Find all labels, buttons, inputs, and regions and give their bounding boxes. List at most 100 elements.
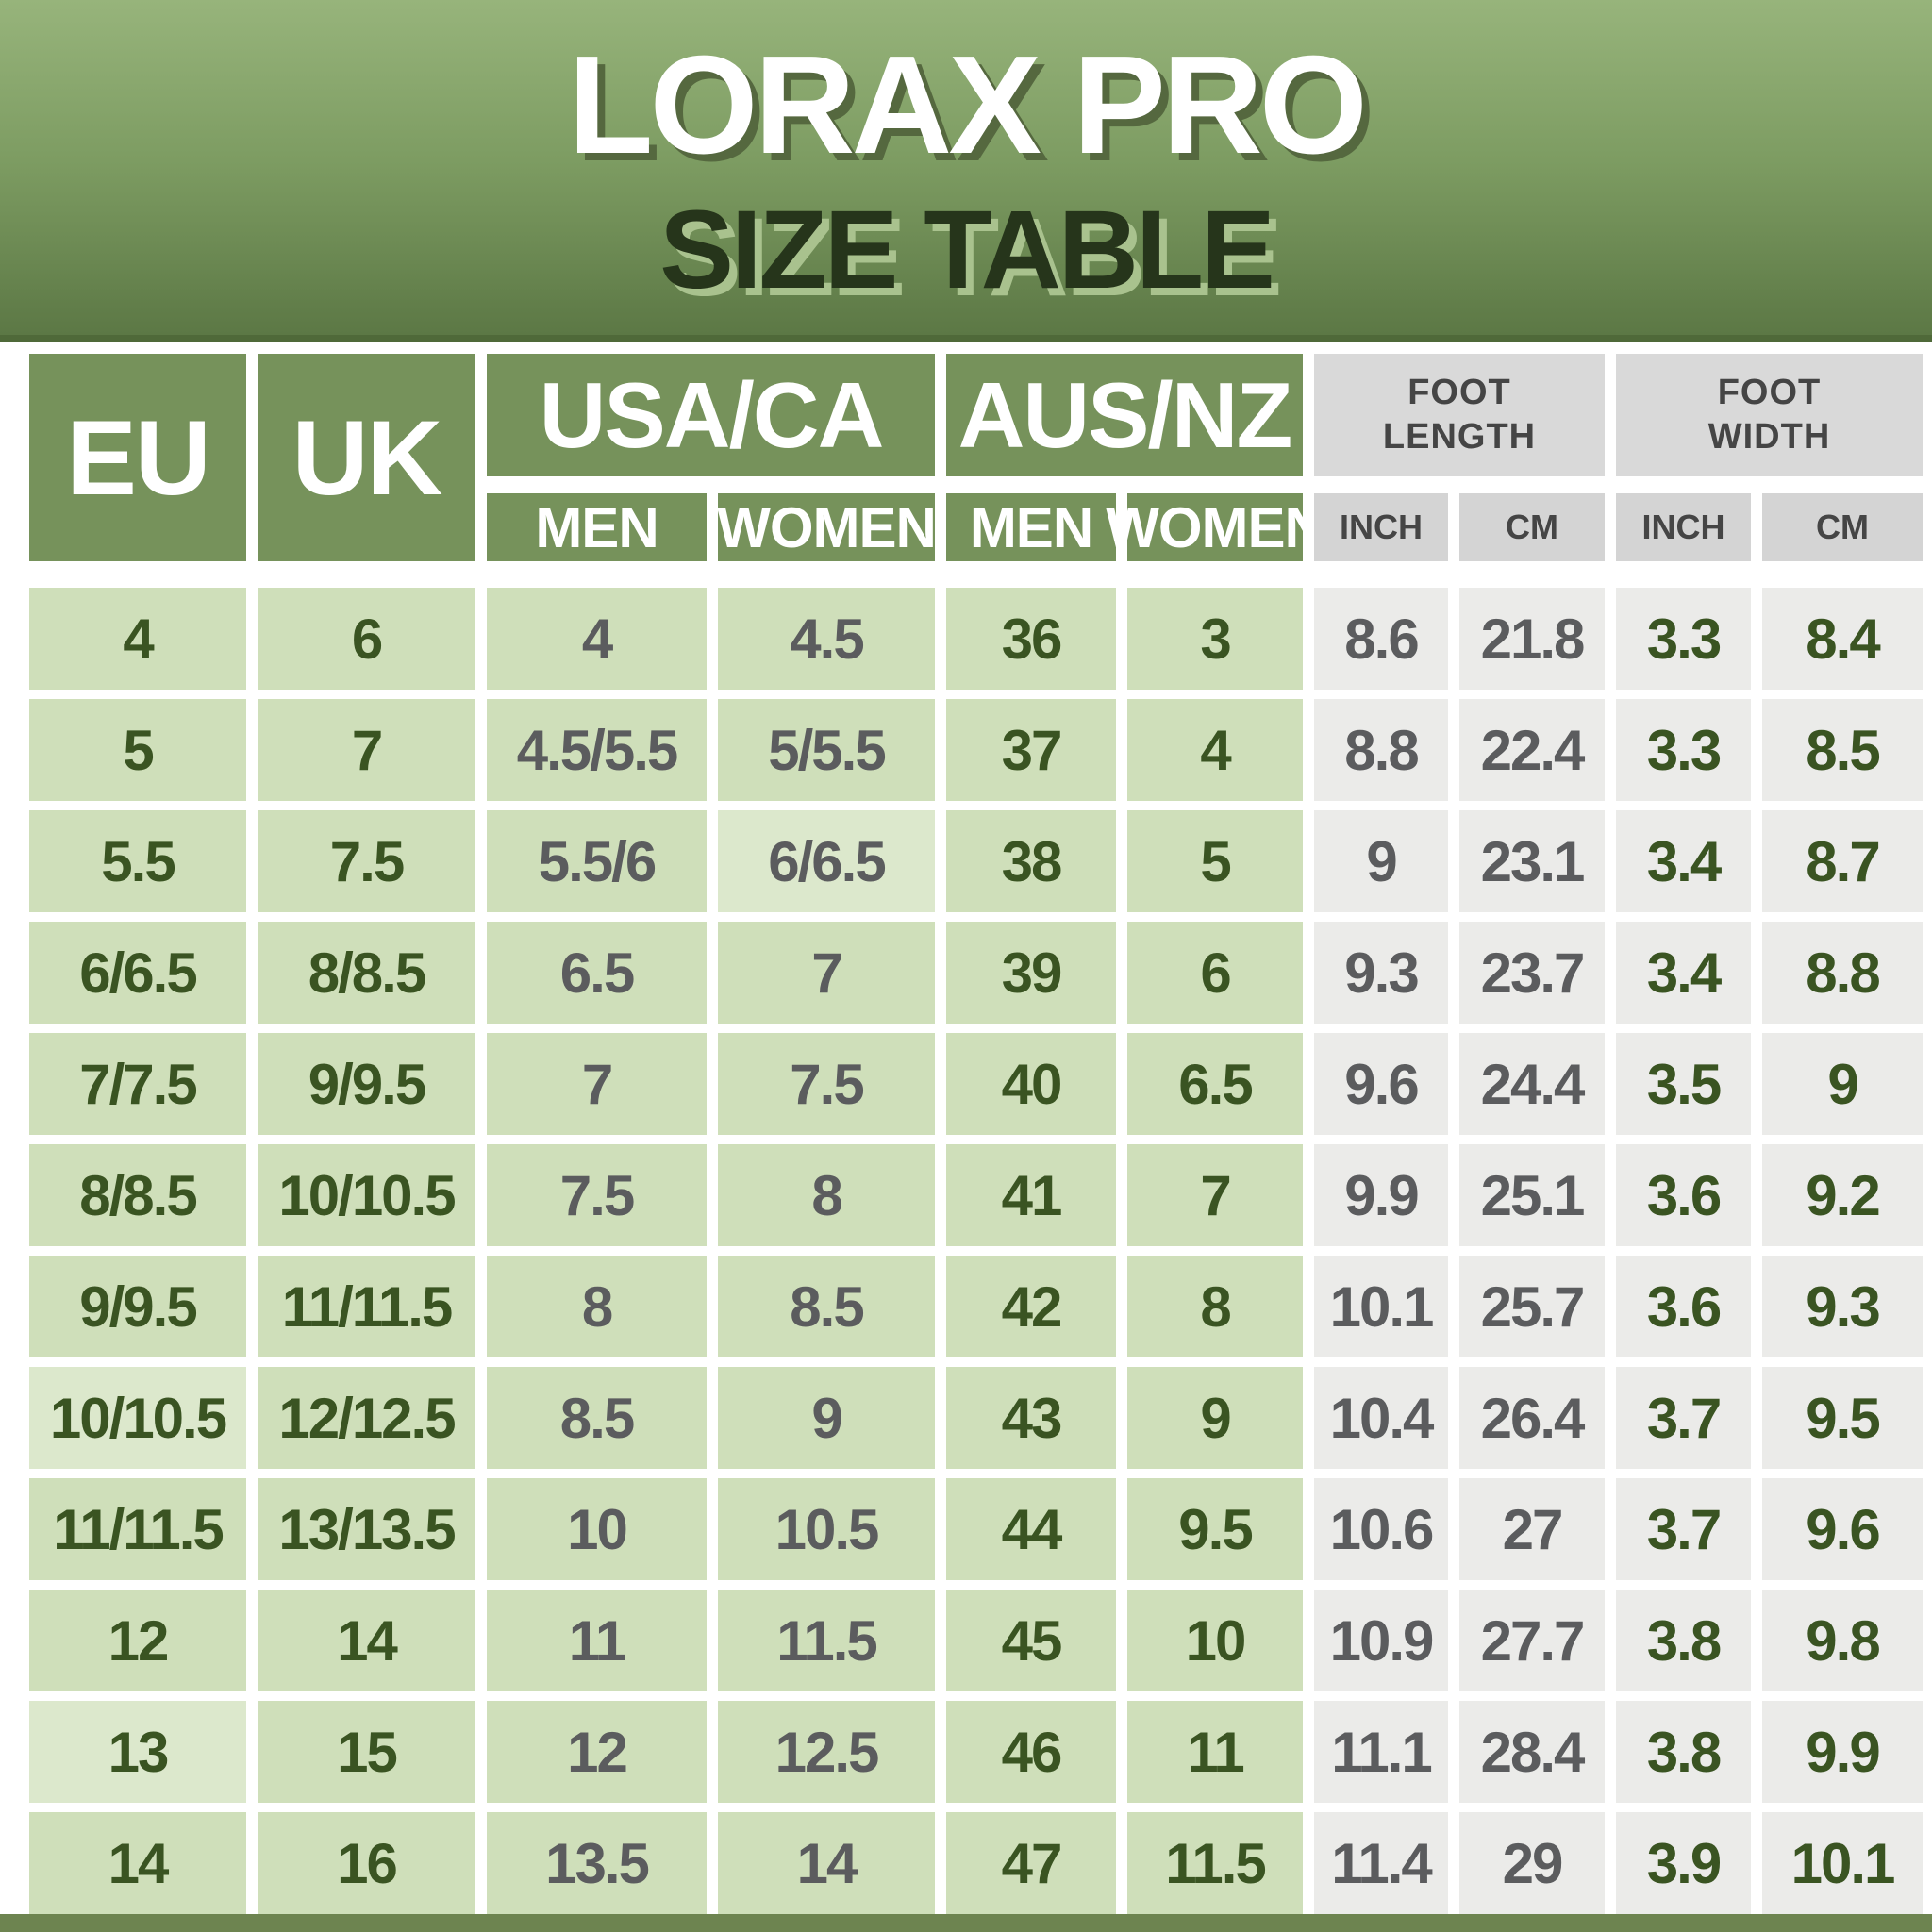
cell-uk-row3: 5 xyxy=(1127,810,1303,912)
cell-fl-cm-row5: 24.4 xyxy=(1459,1033,1605,1135)
cell-fw-inch-row8: 3.7 xyxy=(1616,1367,1751,1469)
cell-fl-inch-row11: 11.1 xyxy=(1314,1701,1448,1803)
cell-fl-cm-row2: 22.4 xyxy=(1459,699,1605,801)
cell-fw-inch-row2: 3.3 xyxy=(1616,699,1751,801)
cell-fw-cm-row12: 10.1 xyxy=(1762,1812,1923,1914)
cell-fl-inch-row5: 9.6 xyxy=(1314,1033,1448,1135)
cell-eu-row5: 40 xyxy=(946,1033,1116,1135)
cell-fl-inch-row2: 8.8 xyxy=(1314,699,1448,801)
cell-fl-cm-row1: 21.8 xyxy=(1459,588,1605,690)
cell-eu-row8: 43 xyxy=(946,1367,1116,1469)
cell-usa-women-row9: 13/13.5 xyxy=(258,1478,475,1580)
cell-usa-women-row11: 15 xyxy=(258,1701,475,1803)
cell-usa-men-row1: 4 xyxy=(29,588,246,690)
cell-usa-men-row12: 14 xyxy=(29,1812,246,1914)
cell-usa-men-row9: 11/11.5 xyxy=(29,1478,246,1580)
cell-fl-inch-row4: 9.3 xyxy=(1314,922,1448,1024)
cell-uk-row4: 6 xyxy=(1127,922,1303,1024)
cell-aus-men-row8: 8.5 xyxy=(487,1367,707,1469)
cell-fw-cm-row4: 8.8 xyxy=(1762,922,1923,1024)
cell-aus-women-row12: 14 xyxy=(718,1812,935,1914)
header-aus-nz: AUS/NZ xyxy=(946,354,1303,476)
page-subtitle: SIZE TABLE xyxy=(659,188,1275,312)
cell-fl-inch-row8: 10.4 xyxy=(1314,1367,1448,1469)
cell-fl-inch-row6: 9.9 xyxy=(1314,1144,1448,1246)
cell-usa-men-row11: 13 xyxy=(29,1701,246,1803)
cell-eu-row10: 45 xyxy=(946,1590,1116,1691)
cell-fw-inch-row10: 3.8 xyxy=(1616,1590,1751,1691)
cell-usa-women-row10: 14 xyxy=(258,1590,475,1691)
table-header: USA/CA AUS/NZ EU UK FOOT LENGTH FOOT WID… xyxy=(29,354,1923,561)
cell-eu-row11: 46 xyxy=(946,1701,1116,1803)
bottom-accent-bar xyxy=(0,1914,1932,1932)
cell-aus-men-row5: 7 xyxy=(487,1033,707,1135)
subheader-length-cm: CM xyxy=(1459,493,1605,561)
cell-fw-cm-row1: 8.4 xyxy=(1762,588,1923,690)
cell-eu-row3: 38 xyxy=(946,810,1116,912)
cell-eu-row2: 37 xyxy=(946,699,1116,801)
cell-fl-cm-row9: 27 xyxy=(1459,1478,1605,1580)
cell-usa-women-row8: 12/12.5 xyxy=(258,1367,475,1469)
cell-fw-inch-row12: 3.9 xyxy=(1616,1812,1751,1914)
cell-aus-men-row7: 8 xyxy=(487,1256,707,1357)
cell-usa-men-row3: 5.5 xyxy=(29,810,246,912)
cell-fl-inch-row10: 10.9 xyxy=(1314,1590,1448,1691)
cell-fw-inch-row3: 3.4 xyxy=(1616,810,1751,912)
cell-usa-men-row2: 5 xyxy=(29,699,246,801)
cell-uk-row12: 11.5 xyxy=(1127,1812,1303,1914)
cell-fw-cm-row7: 9.3 xyxy=(1762,1256,1923,1357)
title-banner: LORAX PRO SIZE TABLE xyxy=(0,0,1932,342)
cell-aus-women-row8: 9 xyxy=(718,1367,935,1469)
page-title: LORAX PRO xyxy=(568,27,1368,183)
cell-fl-cm-row7: 25.7 xyxy=(1459,1256,1605,1357)
cell-fw-inch-row9: 3.7 xyxy=(1616,1478,1751,1580)
size-table-body: 4 6 4 4.5 36 3 8.6 21.8 3.3 8.4 5 7 4.5/5.5 5/5.5 37 4 8… xyxy=(29,588,1923,1914)
cell-aus-men-row9: 10 xyxy=(487,1478,707,1580)
subheader-width-cm: CM xyxy=(1762,493,1923,561)
cell-eu-row7: 42 xyxy=(946,1256,1116,1357)
cell-fw-cm-row11: 9.9 xyxy=(1762,1701,1923,1803)
cell-uk-row6: 7 xyxy=(1127,1144,1303,1246)
cell-usa-men-row4: 6/6.5 xyxy=(29,922,246,1024)
cell-fl-inch-row12: 11.4 xyxy=(1314,1812,1448,1914)
cell-usa-women-row1: 6 xyxy=(258,588,475,690)
cell-aus-women-row2: 5/5.5 xyxy=(718,699,935,801)
cell-aus-women-row10: 11.5 xyxy=(718,1590,935,1691)
cell-eu-row6: 41 xyxy=(946,1144,1116,1246)
cell-aus-men-row6: 7.5 xyxy=(487,1144,707,1246)
cell-eu-row4: 39 xyxy=(946,922,1116,1024)
cell-fw-inch-row4: 3.4 xyxy=(1616,922,1751,1024)
cell-uk-row2: 4 xyxy=(1127,699,1303,801)
subheader-width-inch: INCH xyxy=(1616,493,1751,561)
cell-usa-women-row2: 7 xyxy=(258,699,475,801)
cell-fl-cm-row11: 28.4 xyxy=(1459,1701,1605,1803)
cell-usa-men-row10: 12 xyxy=(29,1590,246,1691)
cell-usa-men-row6: 8/8.5 xyxy=(29,1144,246,1246)
header-usa-ca: USA/CA xyxy=(487,354,935,476)
cell-fw-inch-row6: 3.6 xyxy=(1616,1144,1751,1246)
cell-fl-cm-row6: 25.1 xyxy=(1459,1144,1605,1246)
cell-uk-row11: 11 xyxy=(1127,1701,1303,1803)
cell-eu-row9: 44 xyxy=(946,1478,1116,1580)
cell-aus-women-row1: 4.5 xyxy=(718,588,935,690)
cell-aus-women-row4: 7 xyxy=(718,922,935,1024)
cell-fw-cm-row10: 9.8 xyxy=(1762,1590,1923,1691)
cell-usa-men-row7: 9/9.5 xyxy=(29,1256,246,1357)
cell-fl-inch-row9: 10.6 xyxy=(1314,1478,1448,1580)
cell-fw-inch-row1: 3.3 xyxy=(1616,588,1751,690)
cell-aus-men-row1: 4 xyxy=(487,588,707,690)
cell-aus-women-row9: 10.5 xyxy=(718,1478,935,1580)
cell-fw-cm-row9: 9.6 xyxy=(1762,1478,1923,1580)
subheader-usa-men: MEN xyxy=(487,493,707,561)
header-foot-width: FOOT WIDTH xyxy=(1616,354,1923,476)
subheader-aus-women: WOMEN xyxy=(1106,493,1325,561)
cell-uk-row1: 3 xyxy=(1127,588,1303,690)
header-eu: EU xyxy=(29,354,246,561)
cell-aus-women-row6: 8 xyxy=(718,1144,935,1246)
cell-uk-row10: 10 xyxy=(1127,1590,1303,1691)
cell-fw-inch-row11: 3.8 xyxy=(1616,1701,1751,1803)
cell-fw-cm-row6: 9.2 xyxy=(1762,1144,1923,1246)
cell-usa-women-row4: 8/8.5 xyxy=(258,922,475,1024)
cell-fl-cm-row8: 26.4 xyxy=(1459,1367,1605,1469)
